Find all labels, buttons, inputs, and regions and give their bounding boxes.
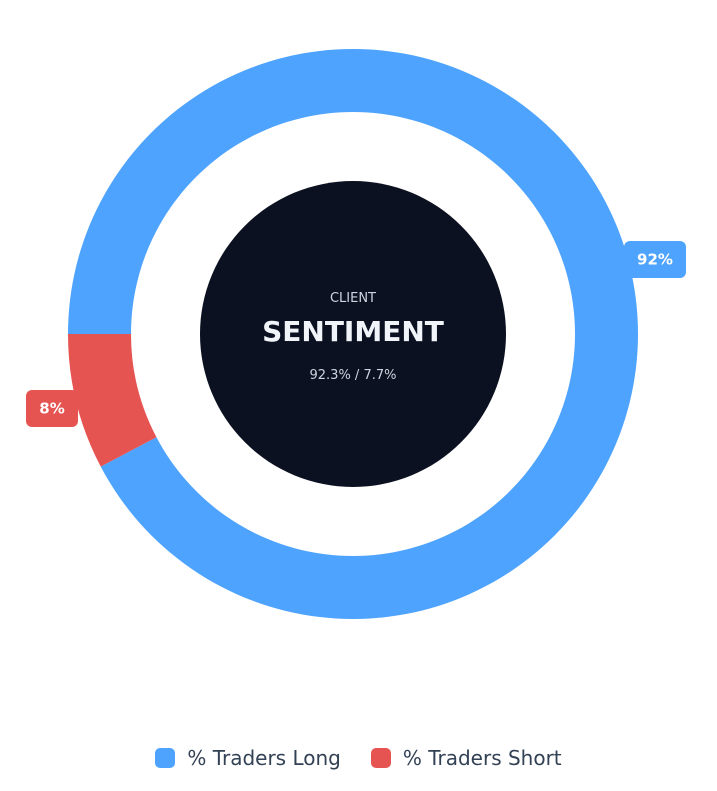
data-labels: 92% 8% — [26, 241, 686, 427]
slice-short[interactable] — [68, 334, 157, 467]
data-label-bg-long — [624, 241, 686, 278]
data-label-long: 92% — [624, 241, 686, 278]
legend: % Traders Long % Traders Short — [0, 746, 717, 770]
legend-label-long: % Traders Long — [187, 746, 341, 770]
donut-slices — [68, 49, 639, 620]
data-label-short: 8% — [26, 390, 78, 427]
legend-swatch-short — [370, 748, 391, 768]
data-label-bg-short — [26, 390, 78, 427]
center-label-client: CLIENT — [330, 291, 376, 306]
legend-item-short[interactable]: % Traders Short — [370, 746, 562, 770]
data-label-text-short: 8% — [39, 400, 64, 418]
legend-item-long[interactable]: % Traders Long — [155, 746, 341, 770]
center-disc — [200, 181, 506, 487]
center-ratio: 92.3% / 7.7% — [310, 368, 397, 383]
data-label-text-long: 92% — [637, 251, 673, 269]
center-title: SENTIMENT — [262, 315, 444, 348]
legend-label-short: % Traders Short — [402, 746, 562, 770]
legend-swatch-long — [155, 748, 176, 768]
